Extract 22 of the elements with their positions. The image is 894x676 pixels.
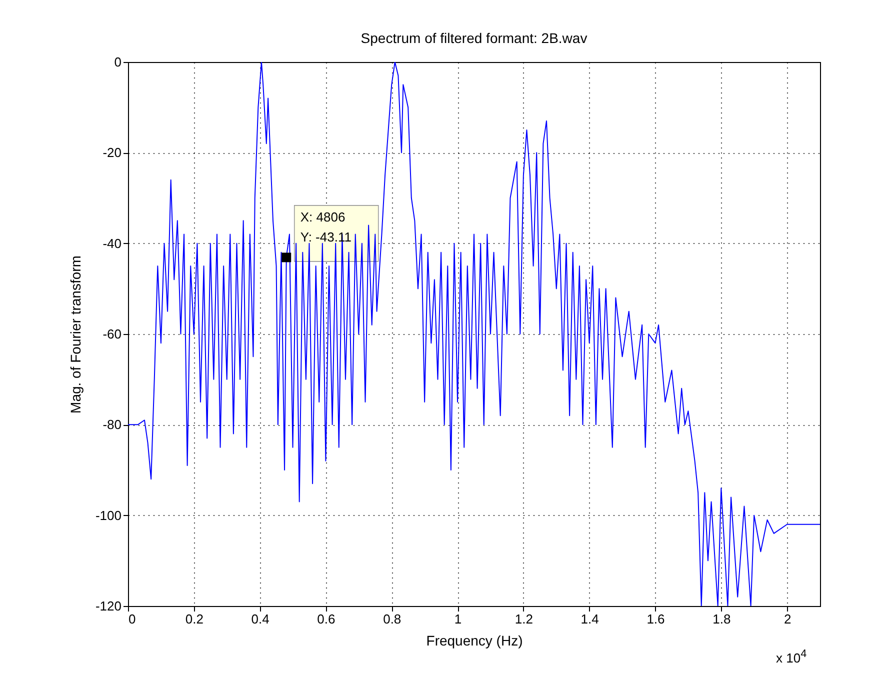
x-axis-title: Frequency (Hz) xyxy=(426,632,523,648)
y-tick-label: -100 xyxy=(95,508,122,523)
x-tick-label: 0 xyxy=(128,612,136,626)
x-tick-label: 0.6 xyxy=(317,612,336,626)
y-tick-label: -80 xyxy=(102,417,122,432)
y-tick-label: -120 xyxy=(95,598,122,614)
x-tick-label: 0.2 xyxy=(185,612,204,626)
x-tick-label: 0.8 xyxy=(383,612,402,626)
x-tick-label: 0.4 xyxy=(251,612,270,626)
x-tick-label: 1.2 xyxy=(514,612,533,626)
x-tick-label: 1.4 xyxy=(580,612,599,626)
x-tick-label: 1.8 xyxy=(712,612,731,626)
y-tick-label: -20 xyxy=(102,145,122,160)
y-tick-label: -40 xyxy=(102,236,122,251)
x-tick-label: 2 xyxy=(784,612,792,626)
x-tick-label: 1.6 xyxy=(646,612,665,626)
y-tick-label: 0 xyxy=(114,54,122,70)
y-axis-title: Mag. of Fourier transform xyxy=(67,256,84,414)
chart-title: Spectrum of filtered formant: 2B.wav xyxy=(360,30,588,46)
x-tick-label: 1 xyxy=(454,612,462,626)
text: x 10$^{4}$ xyxy=(776,648,807,666)
y-tick-label: -60 xyxy=(102,326,122,342)
